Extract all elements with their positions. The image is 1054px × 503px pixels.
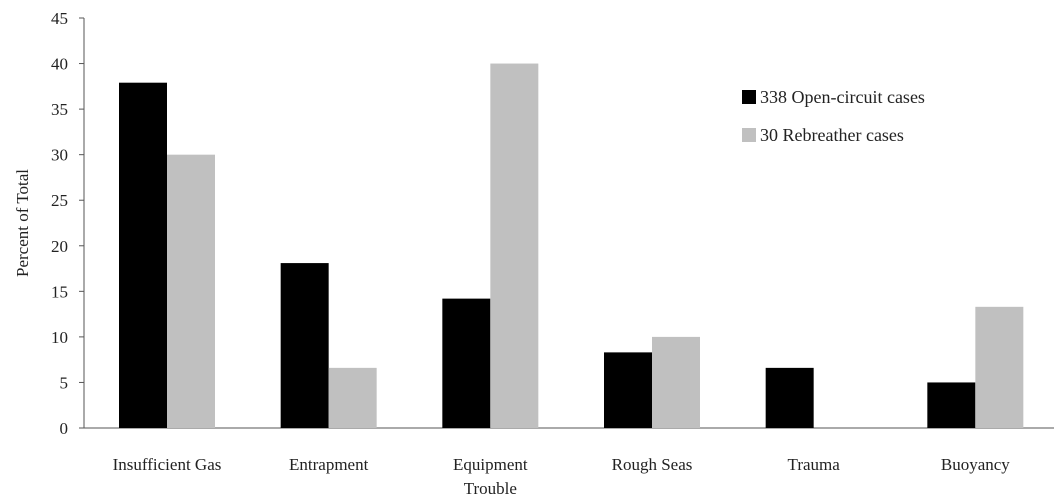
category-label-line: Rough Seas bbox=[612, 455, 693, 474]
bar-series-1-cat-1 bbox=[119, 82, 167, 428]
y-tick-label: 0 bbox=[60, 419, 69, 438]
y-tick-label: 30 bbox=[51, 146, 68, 165]
bars bbox=[119, 63, 1024, 429]
bar-series-2-cat-4 bbox=[652, 336, 700, 428]
category-label-line: Buoyancy bbox=[941, 455, 1010, 474]
y-tick-label: 40 bbox=[51, 55, 68, 74]
y-tick-label: 15 bbox=[51, 282, 68, 301]
category-label-line: Trouble bbox=[464, 479, 517, 498]
bar-series-2-cat-2 bbox=[328, 367, 377, 428]
category-label: Insufficient Gas bbox=[113, 455, 222, 474]
legend-label-2: 30 Rebreather cases bbox=[760, 125, 904, 145]
y-tick-label: 45 bbox=[51, 9, 68, 28]
category-label: Trauma bbox=[788, 455, 841, 474]
bar-series-1-cat-6 bbox=[927, 382, 976, 428]
category-label: Rough Seas bbox=[612, 455, 693, 474]
legend-swatch-2 bbox=[742, 128, 756, 142]
bar-series-1-cat-2 bbox=[280, 263, 329, 428]
y-tick-label: 10 bbox=[51, 328, 68, 347]
category-label-line: Equipment bbox=[453, 455, 528, 474]
category-label: Buoyancy bbox=[941, 455, 1010, 474]
y-tick-label: 20 bbox=[51, 237, 68, 256]
legend: 338 Open-circuit cases 30 Rebreather case… bbox=[742, 87, 925, 145]
bar-series-2-cat-6 bbox=[975, 306, 1024, 428]
bar-series-2-cat-3 bbox=[490, 63, 539, 429]
y-tick-label: 35 bbox=[51, 100, 68, 119]
y-axis-title: Percent of Total bbox=[13, 169, 32, 277]
bar-series-1-cat-5 bbox=[765, 367, 814, 428]
legend-swatch-1 bbox=[742, 90, 756, 104]
category-labels: Insufficient Gas Entrapment Equipment Troub… bbox=[113, 455, 1011, 498]
category-label: Equipment Trouble bbox=[453, 455, 528, 498]
bar-series-2-cat-1 bbox=[167, 154, 215, 428]
y-axis: 0 5 10 15 20 25 30 35 40 45 bbox=[51, 9, 85, 438]
y-tick-label: 5 bbox=[60, 373, 69, 392]
bar-series-1-cat-3 bbox=[442, 298, 491, 428]
category-label-line: Insufficient Gas bbox=[113, 455, 222, 474]
category-label-line: Trauma bbox=[788, 455, 841, 474]
category-label-line: Entrapment bbox=[289, 455, 369, 474]
category-label: Entrapment bbox=[289, 455, 369, 474]
y-tick-label: 25 bbox=[51, 191, 68, 210]
bar-series-1-cat-4 bbox=[604, 352, 652, 428]
legend-label-1: 338 Open-circuit cases bbox=[760, 87, 925, 107]
